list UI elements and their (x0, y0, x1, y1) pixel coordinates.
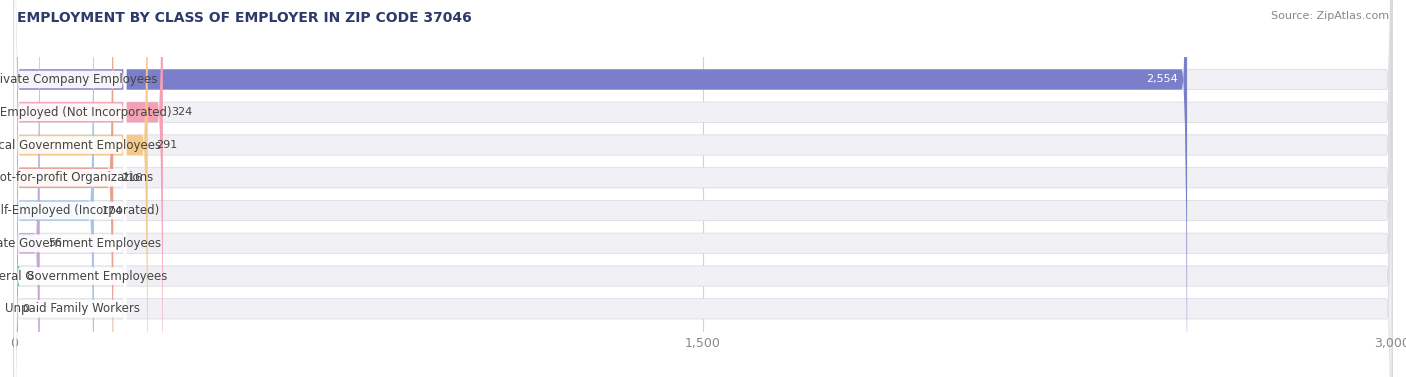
Text: 2,554: 2,554 (1146, 75, 1178, 84)
Text: 174: 174 (103, 205, 124, 216)
Text: 216: 216 (121, 173, 142, 183)
FancyBboxPatch shape (14, 0, 1187, 377)
Text: Local Government Employees: Local Government Employees (0, 138, 160, 152)
FancyBboxPatch shape (14, 0, 127, 377)
Text: 324: 324 (172, 107, 193, 117)
FancyBboxPatch shape (14, 0, 1392, 377)
FancyBboxPatch shape (14, 0, 1392, 377)
FancyBboxPatch shape (14, 0, 1392, 377)
FancyBboxPatch shape (14, 0, 94, 377)
FancyBboxPatch shape (13, 0, 20, 377)
FancyBboxPatch shape (14, 0, 148, 377)
FancyBboxPatch shape (14, 0, 127, 377)
FancyBboxPatch shape (14, 0, 1392, 377)
FancyBboxPatch shape (14, 0, 39, 377)
FancyBboxPatch shape (14, 0, 1392, 377)
Text: EMPLOYMENT BY CLASS OF EMPLOYER IN ZIP CODE 37046: EMPLOYMENT BY CLASS OF EMPLOYER IN ZIP C… (17, 11, 471, 25)
Text: 291: 291 (156, 140, 177, 150)
FancyBboxPatch shape (14, 0, 163, 377)
FancyBboxPatch shape (14, 0, 127, 377)
Text: 56: 56 (48, 238, 62, 248)
FancyBboxPatch shape (14, 0, 114, 377)
Text: State Government Employees: State Government Employees (0, 237, 162, 250)
Text: 8: 8 (25, 271, 34, 281)
FancyBboxPatch shape (14, 0, 127, 377)
FancyBboxPatch shape (14, 0, 127, 377)
Text: Self-Employed (Incorporated): Self-Employed (Incorporated) (0, 204, 159, 217)
FancyBboxPatch shape (14, 0, 1392, 377)
Text: Private Company Employees: Private Company Employees (0, 73, 157, 86)
FancyBboxPatch shape (14, 0, 127, 377)
Text: 0: 0 (22, 304, 30, 314)
FancyBboxPatch shape (14, 0, 1392, 377)
Text: Unpaid Family Workers: Unpaid Family Workers (6, 302, 141, 315)
Text: Self-Employed (Not Incorporated): Self-Employed (Not Incorporated) (0, 106, 172, 119)
FancyBboxPatch shape (14, 0, 127, 377)
FancyBboxPatch shape (14, 0, 1392, 377)
Text: Federal Government Employees: Federal Government Employees (0, 270, 167, 283)
Text: Not-for-profit Organizations: Not-for-profit Organizations (0, 171, 153, 184)
FancyBboxPatch shape (14, 0, 127, 377)
Text: Source: ZipAtlas.com: Source: ZipAtlas.com (1271, 11, 1389, 21)
